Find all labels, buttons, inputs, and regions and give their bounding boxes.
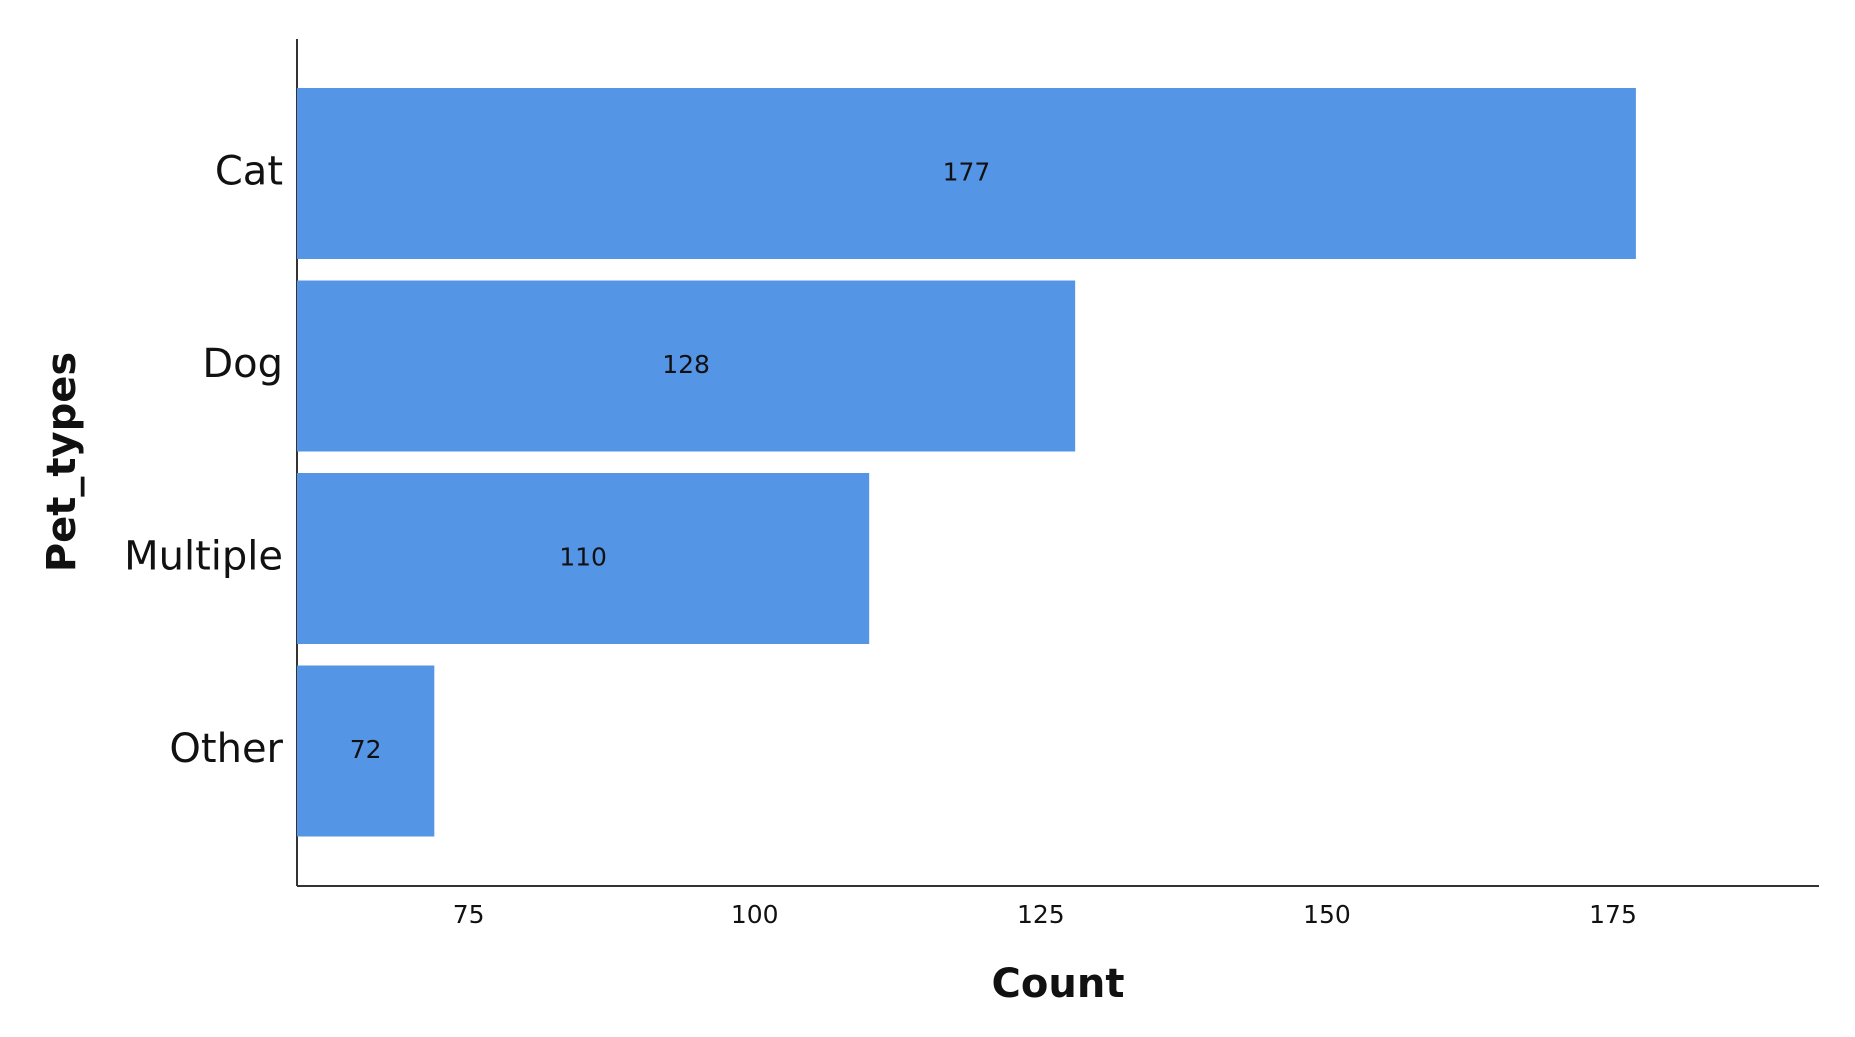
- bar: [297, 473, 870, 644]
- x-tick-label: 75: [453, 900, 485, 929]
- y-tick-label: Cat: [215, 149, 283, 195]
- bar: [297, 665, 435, 837]
- x-axis-title: Count: [992, 961, 1125, 1007]
- value-label: 128: [662, 350, 710, 379]
- bar: [297, 88, 1636, 259]
- value-label: 110: [559, 543, 607, 572]
- y-tick-label: Dog: [202, 341, 283, 387]
- y-axis-title: Pet_types: [39, 352, 85, 572]
- x-tick-label: 175: [1589, 900, 1637, 929]
- bar: [297, 280, 1076, 452]
- x-tick-label: 150: [1303, 900, 1351, 929]
- x-tick-label: 100: [731, 900, 779, 929]
- y-tick-label: Other: [169, 726, 283, 772]
- y-tick-label: Multiple: [124, 534, 283, 580]
- value-label: 72: [350, 735, 382, 764]
- x-tick-label: 125: [1017, 900, 1065, 929]
- value-label: 177: [943, 158, 991, 187]
